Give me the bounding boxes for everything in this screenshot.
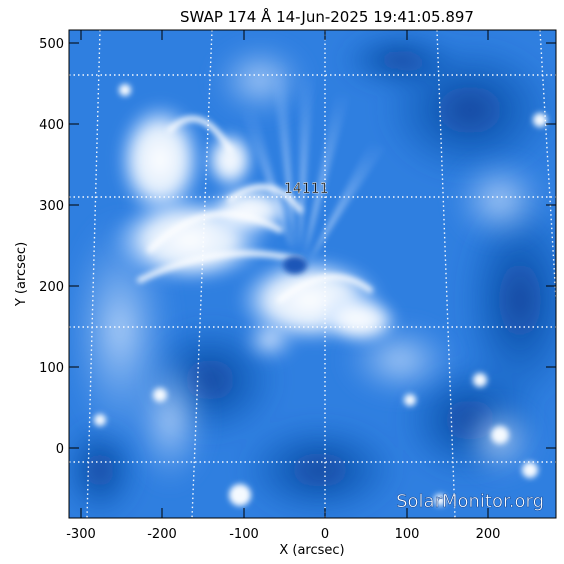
x-tick-label: -100 xyxy=(229,527,259,542)
x-tick-label: -200 xyxy=(147,527,177,542)
watermark: SolarMonitor.org xyxy=(396,491,544,512)
y-tick-label: 400 xyxy=(39,118,64,133)
y-tick-label: 100 xyxy=(39,361,64,376)
y-axis xyxy=(69,42,556,449)
y-tick-label: 300 xyxy=(39,199,64,214)
y-tick-label: 0 xyxy=(56,442,64,457)
plot-frame xyxy=(68,29,557,519)
x-tick-label: 200 xyxy=(476,527,501,542)
solar-euv-image: 14111 SolarMonitor.org xyxy=(69,30,556,518)
heliographic-grid xyxy=(69,30,556,518)
y-tick-label: 500 xyxy=(39,37,64,52)
x-axis xyxy=(80,30,489,518)
x-axis-label: X (arcsec) xyxy=(279,543,344,558)
y-tick-label: 200 xyxy=(39,280,64,295)
active-region-label: 14111 xyxy=(284,181,329,197)
x-tick-label: -300 xyxy=(66,527,96,542)
plot-title: SWAP 174 Å 14-Jun-2025 19:41:05.897 xyxy=(180,7,474,26)
y-axis-label: Y (arcsec) xyxy=(14,242,29,307)
x-tick-label: 100 xyxy=(395,527,420,542)
x-tick-label: 0 xyxy=(321,527,329,542)
